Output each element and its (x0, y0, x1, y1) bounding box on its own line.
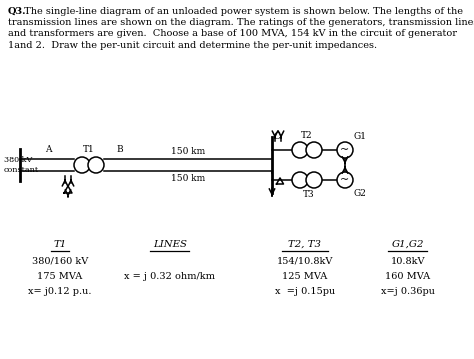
Text: T3: T3 (303, 190, 315, 199)
Text: 1and 2.  Draw the per-unit circuit and determine the per-unit impedances.: 1and 2. Draw the per-unit circuit and de… (8, 41, 377, 50)
Circle shape (74, 157, 90, 173)
Text: x= j0.12 p.u.: x= j0.12 p.u. (28, 287, 92, 296)
Text: x=j 0.36pu: x=j 0.36pu (381, 287, 435, 296)
Text: x  =j 0.15pu: x =j 0.15pu (275, 287, 335, 296)
Text: The single-line diagram of an unloaded power system is shown below. The lengths : The single-line diagram of an unloaded p… (21, 7, 463, 16)
Text: 154/10.8kV: 154/10.8kV (277, 257, 333, 266)
Circle shape (337, 142, 353, 158)
Text: Q3.: Q3. (8, 7, 27, 16)
Circle shape (292, 172, 308, 188)
Text: C: C (274, 132, 281, 141)
Text: constant: constant (4, 166, 39, 174)
Text: 125 MVA: 125 MVA (283, 272, 328, 281)
Circle shape (306, 172, 322, 188)
Text: LINES: LINES (153, 240, 187, 249)
Circle shape (292, 142, 308, 158)
Text: 10.8kV: 10.8kV (391, 257, 425, 266)
Text: ~: ~ (340, 175, 350, 185)
Text: 150 km: 150 km (171, 174, 205, 183)
Text: B: B (116, 145, 123, 154)
Text: T2: T2 (301, 131, 313, 140)
Text: transmission lines are shown on the diagram. The ratings of the generators, tran: transmission lines are shown on the diag… (8, 18, 474, 27)
Text: 150 km: 150 km (171, 147, 205, 156)
Text: and transformers are given.  Choose a base of 100 MVA, 154 kV in the circuit of : and transformers are given. Choose a bas… (8, 29, 457, 38)
Text: A: A (45, 145, 51, 154)
Circle shape (337, 172, 353, 188)
Text: 160 MVA: 160 MVA (385, 272, 430, 281)
Circle shape (306, 142, 322, 158)
Text: ~: ~ (340, 145, 350, 155)
Text: 380 kV: 380 kV (4, 156, 32, 164)
Text: T2, T3: T2, T3 (289, 240, 321, 249)
Text: 175 MVA: 175 MVA (37, 272, 82, 281)
Text: G1,G2: G1,G2 (392, 240, 424, 249)
Text: T1: T1 (54, 240, 67, 249)
Text: G2: G2 (354, 189, 367, 198)
Text: T1: T1 (83, 145, 95, 154)
Text: x = j 0.32 ohm/km: x = j 0.32 ohm/km (125, 272, 216, 281)
Circle shape (88, 157, 104, 173)
Text: 380/160 kV: 380/160 kV (32, 257, 88, 266)
Text: G1: G1 (354, 132, 367, 141)
